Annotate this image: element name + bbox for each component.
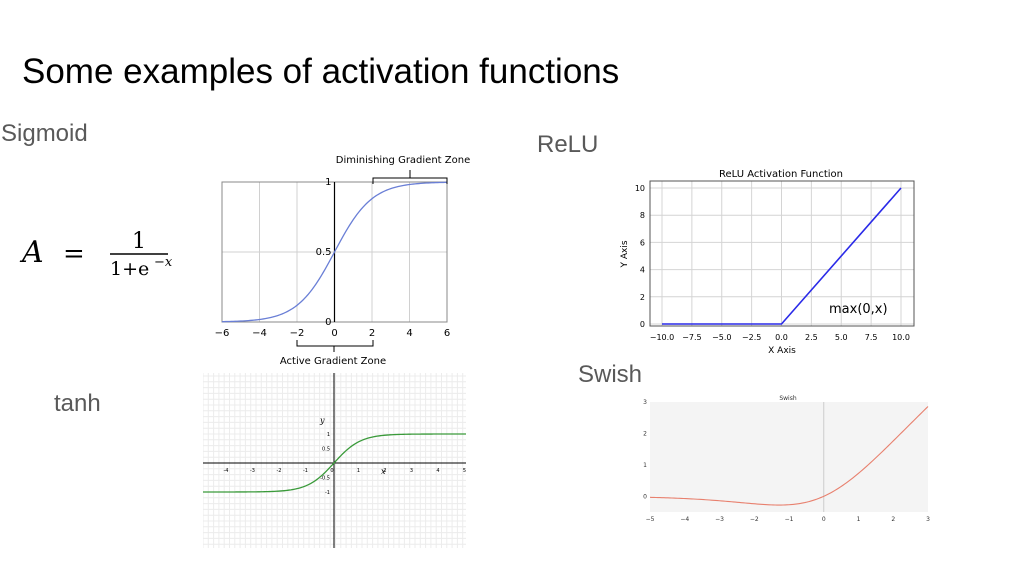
swish-xtick-label: 2 [891,516,895,523]
tanh-ytick-label: 0.5 [322,447,330,453]
diminishing-zone-label: Diminishing Gradient Zone [336,155,470,166]
sigmoid-xtick-label: 6 [444,328,450,339]
tanh-xtick-label: 4 [436,468,439,474]
tanh-xtick-label: 0 [330,468,333,474]
relu-xtick-label: −7.5 [682,333,701,342]
label-swish: Swish [578,361,643,388]
swish-xtick-label: −5 [646,516,655,523]
tanh-ytick-label: -1 [325,490,330,496]
swish-xtick-label: −2 [750,516,759,523]
relu-xtick-label: 0.0 [775,333,788,342]
swish-plot-area [650,402,928,512]
sigmoid-ytick-label: 0.5 [316,247,332,258]
formula-equals: = [63,239,85,269]
relu-title: ReLU Activation Function [719,169,843,180]
swish-xtick-label: 0 [822,516,826,523]
relu-xtick-label: −10.0 [650,333,675,342]
sigmoid-xtick-label: 4 [406,328,412,339]
sigmoid-formula: A = 1 1+e −x [19,229,173,280]
tanh-ylabel: y [319,416,325,425]
swish-ytick-label: 1 [643,462,647,469]
formula-lhs: A [19,235,44,270]
sigmoid-ytick-label: 1 [325,177,331,188]
sigmoid-ytick-label: 0 [325,317,331,328]
sigmoid-xtick-label: −6 [215,328,230,339]
swish-xtick-label: 1 [857,516,861,523]
relu-xtick-label: −5.0 [712,333,731,342]
tanh-ytick-label: 1 [327,432,330,438]
tanh-xtick-label: 3 [410,468,413,474]
swish-xtick-label: −3 [715,516,724,523]
formula-denominator: 1+e [110,258,149,280]
relu-ytick-label: 4 [640,266,645,275]
swish-curve [649,406,929,506]
swish-xtick-label: 3 [926,516,930,523]
tanh-ytick-label: -0.5 [320,476,330,482]
tanh-curve [203,433,466,493]
relu-frame [649,180,915,327]
tanh-xtick-label: -3 [250,468,255,474]
swish-xtick-label: −4 [680,516,689,523]
relu-plot: ReLU Activation Function −10.0 −7.5 −5.0 −2… [620,169,915,356]
relu-xtick-label: 7.5 [865,333,878,342]
tanh-xtick-label: 2 [383,468,386,474]
tanh-xtick-label: 5 [463,468,466,474]
swish-ytick-label: 2 [643,430,647,437]
relu-xtick-label: 10.0 [892,333,910,342]
sigmoid-xtick-label: −4 [252,328,267,339]
swish-ytick-label: 0 [643,493,647,500]
swish-xtick-label: −1 [785,516,794,523]
tanh-xtick-label: -2 [277,468,282,474]
tanh-xtick-label: 1 [357,468,360,474]
relu-annotation: max(0,x) [829,302,888,317]
sigmoid-xtick-label: −2 [290,328,305,339]
sigmoid-plot: −6 −4 −2 0 2 4 6 0 0.5 1 Diminishing Gradient Zon… [215,155,471,367]
relu-ytick-label: 2 [640,293,645,302]
sigmoid-xtick-label: 0 [331,328,337,339]
relu-xtick-label: −2.5 [742,333,761,342]
sigmoid-xtick-label: 2 [369,328,375,339]
tanh-xlabel: x [381,467,386,476]
swish-title: Swish [779,395,797,402]
slide-title: Some examples of activation functions [22,52,620,91]
relu-line [662,187,902,325]
relu-xtick-label: 5.0 [835,333,848,342]
formula-exponent: −x [154,255,173,270]
tanh-xtick-label: -4 [224,468,229,474]
swish-plot: Swish −5 −4 −3 −2 −1 0 1 2 3 0 1 2 3 [643,395,930,523]
relu-ytick-label: 0 [640,320,645,329]
relu-ylabel: Y Axis [620,240,630,268]
tanh-xtick-label: -1 [303,468,308,474]
relu-ytick-label: 10 [635,184,645,193]
relu-ytick-label: 6 [640,238,645,247]
sigmoid-curve [221,181,448,323]
formula-numerator: 1 [132,229,146,254]
diminishing-zone-bracket [372,170,448,184]
label-sigmoid: Sigmoid [1,120,88,147]
active-zone-bracket [296,340,374,352]
label-relu: ReLU [537,131,599,158]
swish-ytick-label: 3 [643,399,647,406]
relu-ytick-label: 8 [640,211,645,220]
label-tanh: tanh [54,390,101,417]
active-zone-label: Active Gradient Zone [280,356,386,367]
relu-xtick-label: 2.5 [805,333,818,342]
relu-xlabel: X Axis [768,346,796,356]
